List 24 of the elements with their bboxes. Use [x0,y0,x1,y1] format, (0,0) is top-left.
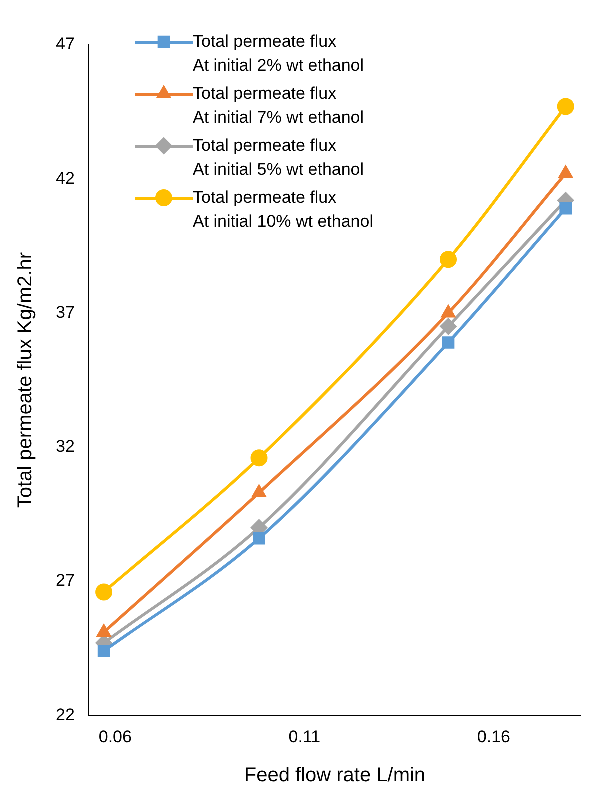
point [440,318,458,336]
legend-label: Total permeate flux At initial 5% wt ethanol [193,135,364,181]
legend-label: Total permeate flux At initial 7% wt ethanol [193,83,364,129]
point [96,584,113,601]
y-tick-label: 47 [56,34,75,54]
x-tick-label: 0.11 [288,727,321,746]
point [442,336,455,349]
y-tick-label: 22 [56,705,75,724]
point [98,645,110,658]
x-axis-title: Feed flow rate L/min [244,764,426,787]
point [250,450,268,467]
y-tick-label: 27 [56,571,75,590]
point [557,98,574,116]
x-tick-label: 0.06 [98,727,132,746]
y-tick-label: 37 [56,302,75,322]
y-axis-title: Total permeate flux Kg/m2.hr [14,252,37,508]
legend-label: Total permeate flux At initial 10% wt ethanol [193,187,374,233]
point [253,532,266,545]
point [440,251,458,268]
point [560,202,572,215]
y-tick-label: 32 [56,437,75,456]
y-tick-label: 42 [56,168,75,188]
x-tick-label: 0.16 [477,727,510,746]
legend-label: Total permeate flux At initial 2% wt ethanol [193,31,364,77]
